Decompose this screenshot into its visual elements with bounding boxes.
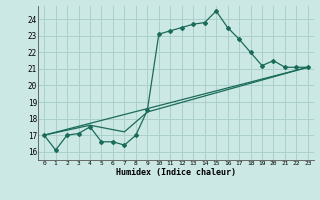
X-axis label: Humidex (Indice chaleur): Humidex (Indice chaleur) (116, 168, 236, 177)
